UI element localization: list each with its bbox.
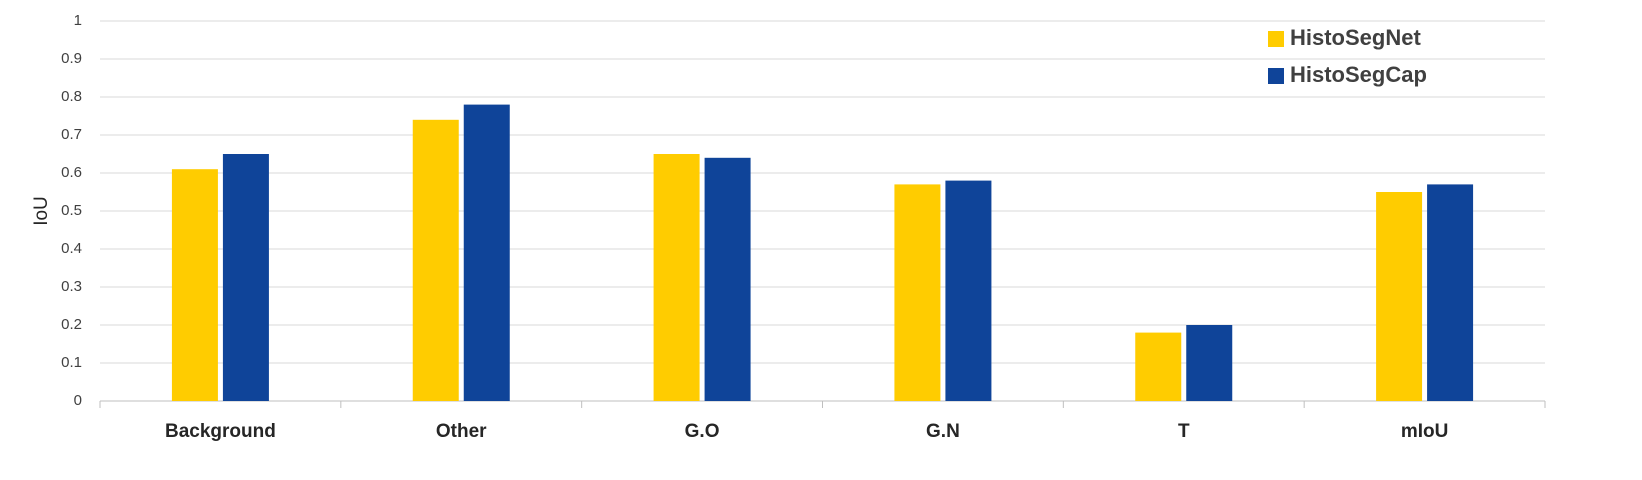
bar — [653, 154, 700, 401]
bar — [945, 180, 992, 401]
y-tick-label: 1 — [74, 12, 82, 29]
legend-swatch — [1268, 31, 1284, 47]
y-axis-label: IoU — [31, 196, 52, 226]
x-tick-label: Other — [436, 421, 487, 442]
y-tick-label: 0.2 — [61, 316, 82, 333]
legend-label: HistoSegCap — [1290, 62, 1427, 87]
bar — [1135, 332, 1182, 401]
bar — [171, 169, 218, 401]
y-tick-label: 0.3 — [61, 278, 82, 295]
y-tick-label: 0 — [74, 392, 82, 409]
x-tick-label: G.N — [926, 421, 960, 442]
bar — [704, 157, 751, 401]
y-tick-label: 0.1 — [61, 354, 82, 371]
bar — [412, 119, 459, 402]
y-tick-label: 0.8 — [61, 88, 82, 105]
bar — [222, 154, 269, 401]
bar — [1376, 192, 1423, 401]
legend-label: HistoSegNet — [1290, 25, 1421, 50]
y-tick-label: 0.4 — [61, 240, 82, 257]
y-tick-label: 0.9 — [61, 50, 82, 67]
legend-swatch — [1268, 68, 1284, 84]
bar — [1427, 184, 1474, 401]
x-tick-label: mIoU — [1401, 421, 1449, 442]
x-tick-label: G.O — [685, 421, 720, 442]
x-tick-label: T — [1178, 421, 1190, 442]
bar — [1186, 325, 1233, 401]
y-tick-label: 0.6 — [61, 164, 82, 181]
x-tick-label: Background — [165, 421, 276, 442]
bar — [894, 184, 941, 401]
y-tick-label: 0.7 — [61, 126, 82, 143]
bar — [463, 104, 510, 401]
y-tick-label: 0.5 — [61, 202, 82, 219]
